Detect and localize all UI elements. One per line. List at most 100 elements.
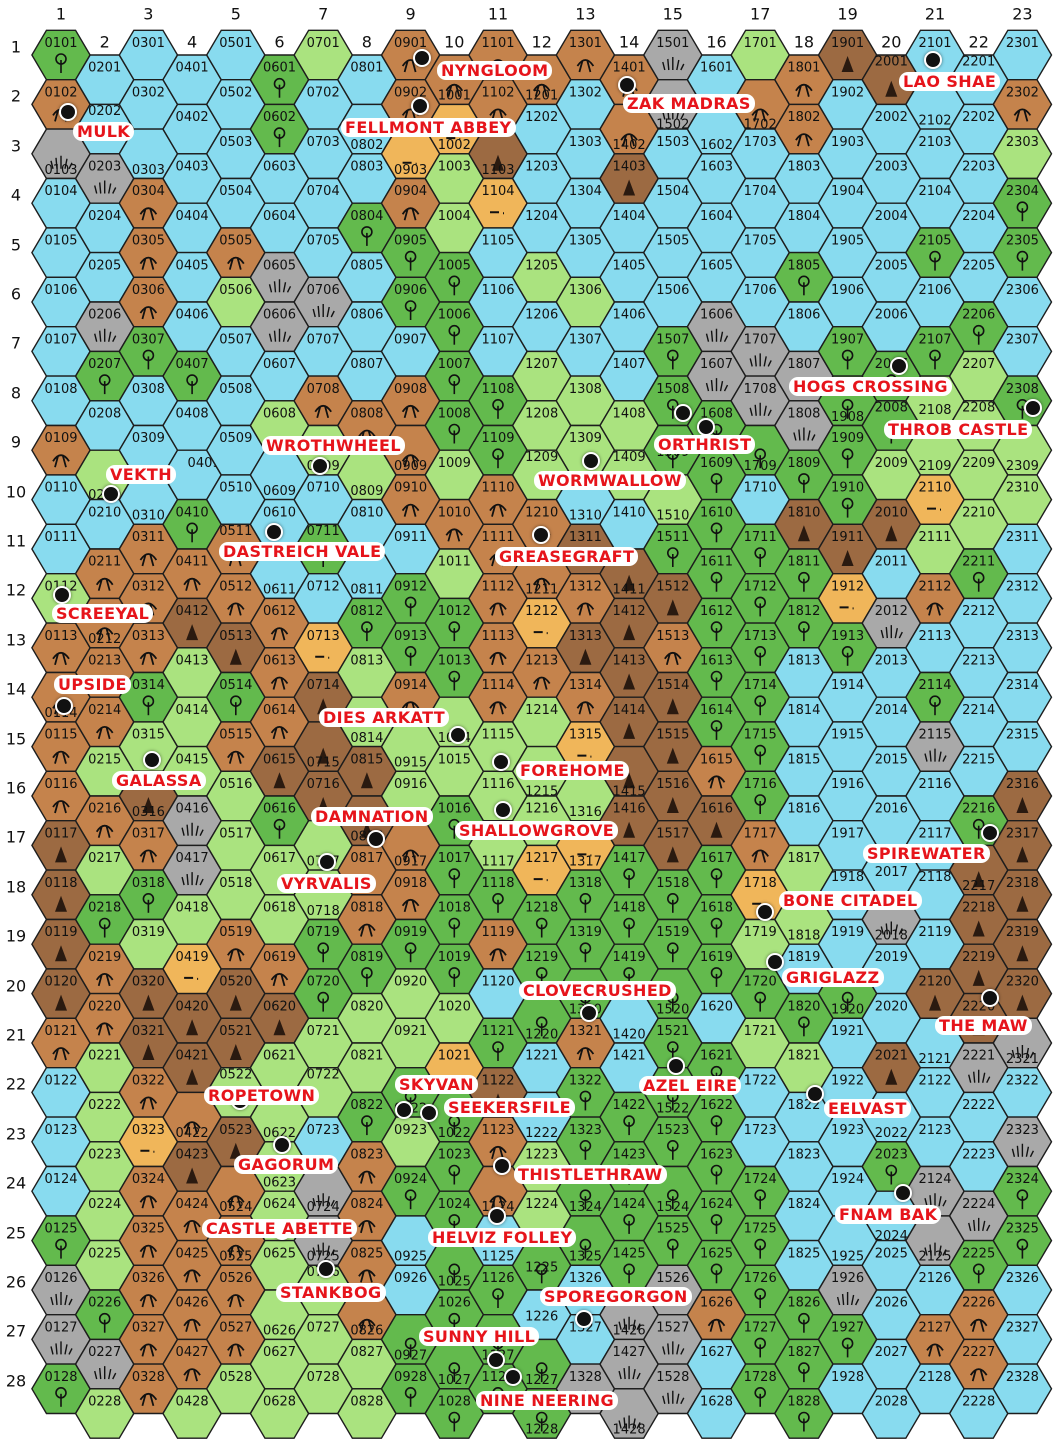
hex-0402[interactable]: 0402	[162, 103, 223, 155]
settlement-dot-icon[interactable]	[492, 753, 510, 771]
hex-0307[interactable]: 0307	[118, 326, 179, 377]
hex-0703[interactable]: 0703	[293, 128, 354, 180]
settlement-dot-icon[interactable]	[674, 404, 692, 422]
hex-1523[interactable]: 1523	[642, 1116, 703, 1168]
hex-0422[interactable]: 0422	[162, 1091, 223, 1143]
hex-0513[interactable]: 0513	[205, 622, 266, 674]
settlement-dot-icon[interactable]	[894, 1184, 912, 1202]
hex-1704[interactable]: 1704	[730, 177, 791, 229]
location-label-dies-arkatt[interactable]: DIES ARKATT	[319, 708, 450, 727]
hex-0221[interactable]: 0221	[74, 1042, 135, 1094]
settlement-dot-icon[interactable]	[575, 1310, 593, 1328]
hex-1504[interactable]: 1504	[642, 177, 703, 229]
hex-0323[interactable]: 0323	[118, 1116, 179, 1168]
location-label-bone-citadel[interactable]: BONE CITADEL	[779, 891, 922, 910]
hex-0926[interactable]: 0926	[380, 1264, 441, 1316]
settlement-dot-icon[interactable]	[413, 49, 431, 67]
hex-0427[interactable]: 0427	[162, 1338, 223, 1390]
hex-1728[interactable]: 1728	[730, 1363, 791, 1415]
hex-0720[interactable]: 0720	[293, 968, 354, 1019]
hex-0524[interactable]: 0524	[205, 1165, 266, 1217]
hex-1217[interactable]: 1217	[511, 844, 572, 896]
hex-0621[interactable]: 0621	[249, 1042, 310, 1094]
settlement-dot-icon[interactable]	[618, 76, 636, 94]
hex-1413[interactable]: 1413	[599, 647, 660, 698]
hex-0906[interactable]: 0906	[380, 276, 441, 328]
settlement-dot-icon[interactable]	[981, 824, 999, 842]
hex-1812[interactable]: 1812	[773, 597, 834, 649]
hex-1525[interactable]: 1525	[642, 1215, 703, 1267]
location-label-upside[interactable]: UPSIDE	[54, 675, 131, 694]
hex-1716[interactable]: 1716	[730, 770, 791, 822]
hex-0606[interactable]: 0606	[249, 301, 310, 353]
hex-0701[interactable]: 0701	[293, 29, 354, 81]
hex-0614[interactable]: 0614	[249, 696, 310, 748]
location-label-eelvast[interactable]: EELVAST	[824, 1099, 911, 1118]
hex-1313[interactable]: 1313	[555, 622, 616, 674]
hex-0523[interactable]: 0523	[205, 1116, 266, 1168]
location-label-sunny-hill[interactable]: SUNNY HILL	[419, 1327, 540, 1346]
settlement-dot-icon[interactable]	[580, 1004, 598, 1022]
settlement-dot-icon[interactable]	[806, 1085, 824, 1103]
location-label-sporegorgon[interactable]: SPOREGORGON	[540, 1287, 692, 1306]
location-label-zak-madras[interactable]: ZAK MADRAS	[623, 94, 755, 113]
hex-0218[interactable]: 0218	[74, 894, 135, 945]
hex-0120[interactable]: 0120	[31, 968, 91, 1019]
hex-0605[interactable]: 0605	[249, 251, 310, 303]
hex-0905[interactable]: 0905	[380, 227, 441, 278]
hex-0304[interactable]: 0304	[118, 177, 179, 229]
hex-1006[interactable]: 1006	[424, 301, 485, 353]
settlement-dot-icon[interactable]	[411, 97, 429, 115]
location-label-azel-eire[interactable]: AZEL EIRE	[639, 1076, 742, 1095]
hex-1607[interactable]: 1607	[686, 350, 747, 402]
hex-0301[interactable]: 0301	[118, 29, 179, 81]
hex-1713[interactable]: 1713	[730, 622, 791, 674]
hex-1724[interactable]: 1724	[730, 1165, 791, 1217]
location-label-spirewater[interactable]: SPIREWATER	[863, 844, 990, 863]
settlement-dot-icon[interactable]	[667, 1057, 685, 1075]
hex-0109[interactable]: 0109	[31, 424, 91, 476]
hex-0519[interactable]: 0519	[205, 918, 266, 970]
hex-1622[interactable]: 1622	[686, 1091, 747, 1143]
location-label-thistlethraw[interactable]: THISTLETHRAW	[514, 1165, 667, 1184]
settlement-dot-icon[interactable]	[532, 526, 550, 544]
settlement-dot-icon[interactable]	[924, 51, 942, 69]
hex-1624[interactable]: 1624	[686, 1190, 747, 1242]
hex-1727[interactable]: 1727	[730, 1313, 791, 1365]
hex-1028[interactable]: 1028	[424, 1388, 485, 1439]
location-label-greasegraft[interactable]: GREASEGRAFT	[495, 547, 639, 566]
hex-0724[interactable]: 0724	[293, 1165, 354, 1217]
hex-1420[interactable]: 1420	[599, 992, 660, 1044]
location-label-galassa[interactable]: GALASSA	[112, 771, 206, 790]
settlement-dot-icon[interactable]	[981, 989, 999, 1007]
hex-1115[interactable]: 1115	[468, 721, 528, 772]
hex-1609[interactable]: 1609	[686, 449, 747, 501]
settlement-dot-icon[interactable]	[102, 485, 120, 503]
hex-1309[interactable]: 1309	[555, 424, 616, 476]
location-label-clovecrushed[interactable]: CLOVECRUSHED	[519, 981, 676, 1000]
hex-1715[interactable]: 1715	[730, 721, 791, 772]
location-label-castle-abette[interactable]: CASTLE ABETTE	[202, 1219, 358, 1238]
location-label-screeyal[interactable]: SCREEYAL	[52, 604, 154, 623]
hex-1204[interactable]: 1204	[511, 202, 572, 254]
settlement-dot-icon[interactable]	[487, 1351, 505, 1369]
hex-0117[interactable]: 0117	[31, 820, 91, 871]
location-label-fellmont-abbey[interactable]: FELLMONT ABBEY	[341, 118, 516, 137]
hex-0420[interactable]: 0420	[162, 992, 223, 1044]
hex-0217[interactable]: 0217	[74, 844, 135, 896]
hex-0823[interactable]: 0823	[336, 1141, 397, 1192]
hex-1410[interactable]: 1410	[599, 498, 660, 550]
settlement-dot-icon[interactable]	[766, 953, 784, 971]
hex-0113[interactable]: 0113	[31, 622, 91, 674]
location-label-forehome[interactable]: FOREHOME	[516, 761, 629, 780]
hex-0521[interactable]: 0521	[205, 1017, 266, 1069]
location-label-throb-castle[interactable]: THROB CASTLE	[884, 420, 1033, 439]
settlement-dot-icon[interactable]	[367, 830, 385, 848]
location-label-shallowgrove[interactable]: SHALLOWGROVE	[455, 821, 619, 840]
hex-1726[interactable]: 1726	[730, 1264, 791, 1316]
hex-1013[interactable]: 1013	[424, 647, 485, 698]
settlement-dot-icon[interactable]	[756, 903, 774, 921]
hex-0116[interactable]: 0116	[31, 770, 91, 822]
hex-0317[interactable]: 0317	[118, 820, 179, 871]
hex-1118[interactable]: 1118	[468, 869, 528, 921]
